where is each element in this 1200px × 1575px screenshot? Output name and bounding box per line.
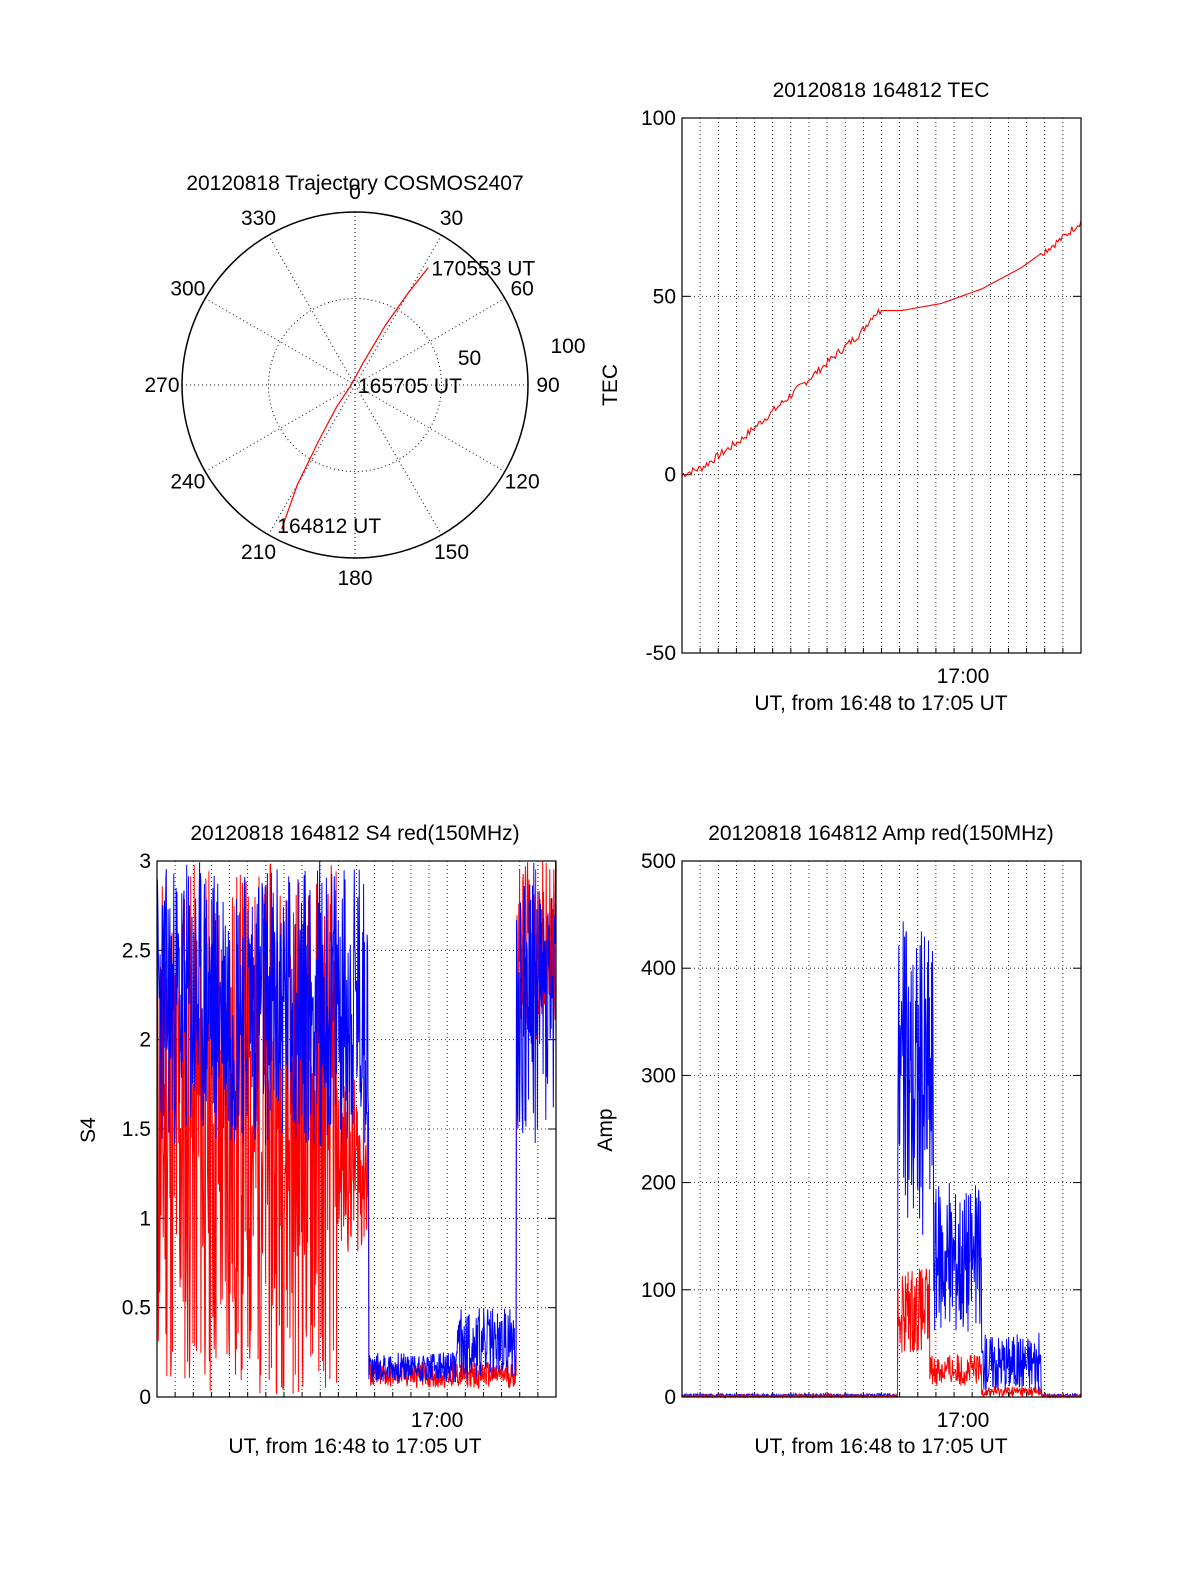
- polar-angle-label: 60: [510, 278, 533, 301]
- trajectory-annotation: 170553 UT: [431, 258, 535, 281]
- trajectory-track: [281, 267, 429, 530]
- s4-ytick-label: 3: [139, 850, 151, 873]
- polar-spoke: [204, 384, 356, 472]
- tec-ytick-label: 100: [641, 107, 676, 130]
- tec-ytick-label: -50: [646, 642, 676, 665]
- tec-title: 20120818 164812 TEC: [773, 79, 990, 102]
- tec-xtick-label: 17:00: [937, 665, 990, 688]
- amp-ytick-label: 500: [641, 850, 676, 873]
- amp-xtick-label: 17:00: [937, 1409, 990, 1432]
- polar-grid-ring: [268, 298, 442, 472]
- amp-plot: 20120818 164812 Amp red(150MHz) Amp UT, …: [594, 822, 1082, 1458]
- tec-series-red: [681, 220, 1082, 478]
- trajectory-annotation: 164812 UT: [277, 515, 381, 538]
- amp-ytick-label: 0: [664, 1386, 676, 1409]
- amp-xlabel: UT, from 16:48 to 17:05 UT: [754, 1435, 1007, 1458]
- s4-frame: [156, 860, 557, 1398]
- s4-title: 20120818 164812 S4 red(150MHz): [190, 822, 519, 845]
- polar-angle-label: 240: [170, 471, 205, 494]
- tec-xlabel: UT, from 16:48 to 17:05 UT: [754, 692, 1007, 715]
- s4-plot: 20120818 164812 S4 red(150MHz) S4 UT, fr…: [77, 822, 557, 1458]
- tec-ytick-label: 50: [653, 285, 676, 308]
- tec-frame: [681, 117, 1082, 654]
- s4-ytick-label: 2: [139, 1029, 151, 1052]
- amp-title: 20120818 164812 Amp red(150MHz): [708, 822, 1054, 845]
- amp-ytick-label: 200: [641, 1172, 676, 1195]
- polar-angle-label: 180: [337, 567, 372, 590]
- s4-ytick-label: 1: [139, 1207, 151, 1230]
- polar-angle-label: 270: [144, 374, 179, 397]
- polar-spoke: [354, 234, 442, 386]
- s4-xtick-label: 17:00: [411, 1409, 464, 1432]
- trajectory-annotation: 165705 UT: [358, 375, 462, 398]
- polar-spoke: [204, 298, 356, 386]
- trajectory-title: 20120818 Trajectory COSMOS2407: [186, 172, 523, 195]
- polar-angle-label: 210: [241, 541, 276, 564]
- amp-ylabel: Amp: [594, 1108, 617, 1151]
- tec-plot: 20120818 164812 TEC TEC UT, from 16:48 t…: [599, 79, 1082, 715]
- s4-ylabel: S4: [77, 1117, 100, 1143]
- polar-angle-label: 300: [170, 278, 205, 301]
- polar-angle-label: 120: [505, 471, 540, 494]
- polar-spoke: [354, 298, 506, 386]
- amp-ytick-label: 300: [641, 1064, 676, 1087]
- s4-ytick-label: 0: [139, 1386, 151, 1409]
- tec-ylabel: TEC: [599, 364, 622, 406]
- polar-spoke: [268, 384, 356, 536]
- polar-angle-label: 0: [349, 181, 361, 204]
- polar-spoke: [268, 234, 356, 386]
- polar-angle-label: 150: [434, 541, 469, 564]
- s4-ytick-label: 1.5: [122, 1118, 151, 1141]
- polar-angle-label: 30: [440, 207, 463, 230]
- polar-radial-label: 50: [458, 347, 481, 370]
- polar-angle-label: 330: [241, 207, 276, 230]
- polar-spoke: [354, 384, 442, 536]
- amp-frame: [681, 860, 1082, 1398]
- amp-ytick-label: 400: [641, 957, 676, 980]
- amp-ytick-label: 100: [641, 1279, 676, 1302]
- trajectory-polar-plot: 20120818 Trajectory COSMOS2407 0 30 60 90 12…: [144, 172, 585, 590]
- s4-ytick-label: 2.5: [122, 939, 151, 962]
- s4-ytick-label: 0.5: [122, 1297, 151, 1320]
- polar-radial-label: 100: [550, 335, 585, 358]
- s4-series-blue: [156, 861, 557, 1383]
- s4-xlabel: UT, from 16:48 to 17:05 UT: [228, 1435, 481, 1458]
- polar-angle-label: 90: [536, 374, 559, 397]
- tec-ytick-label: 0: [664, 464, 676, 487]
- polar-spoke: [354, 384, 506, 472]
